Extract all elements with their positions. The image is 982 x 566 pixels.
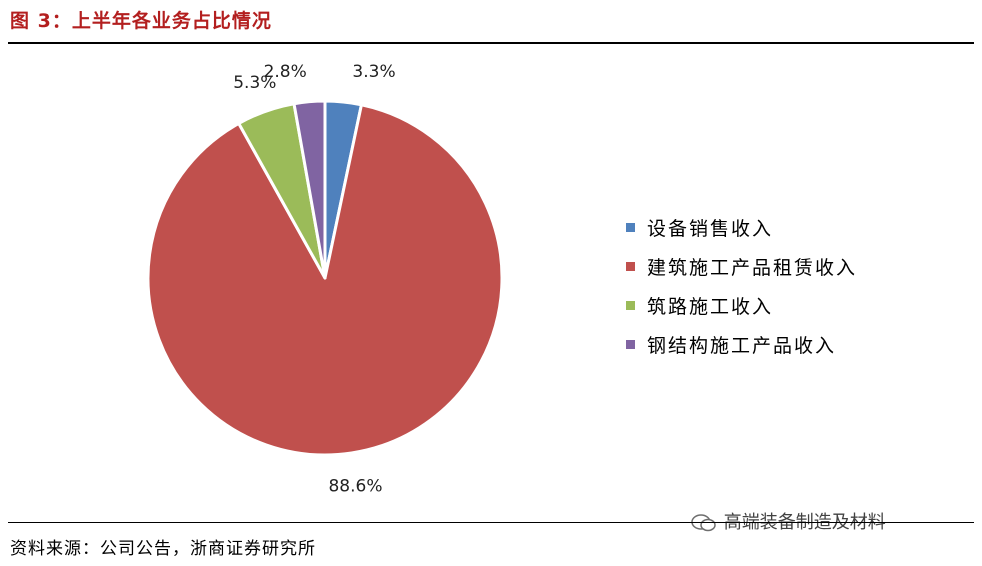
legend-swatch xyxy=(626,340,635,349)
pie-slice-4 xyxy=(292,99,327,280)
legend-item: 钢结构施工产品收入 xyxy=(626,325,857,364)
pie-slices xyxy=(146,99,504,457)
legend-swatch xyxy=(626,301,635,310)
pie-data-labels: 3.3% 88.6% 5.3%2.8% xyxy=(233,62,395,497)
watermark: 高端装备制造及材料 xyxy=(690,508,886,534)
chart-legend: 设备销售收入 建筑施工产品租赁收入 筑路施工收入 钢结构施工产品收入 xyxy=(626,208,857,364)
pie-data-label: 3.3% xyxy=(352,62,395,82)
wechat-icon xyxy=(690,513,718,533)
legend-swatch xyxy=(626,223,635,232)
pie-data-label: 2.8% xyxy=(264,62,307,82)
page-title: 图 3：上半年各业务占比情况 xyxy=(10,10,272,32)
pie-data-label: 5.3% xyxy=(233,73,276,93)
legend-item: 设备销售收入 xyxy=(626,208,857,247)
legend-label: 筑路施工收入 xyxy=(647,296,774,318)
legend-label: 建筑施工产品租赁收入 xyxy=(647,257,858,279)
legend-swatch xyxy=(626,262,635,271)
pie-data-label: 88.6% xyxy=(328,477,382,497)
legend-label: 钢结构施工产品收入 xyxy=(647,335,837,357)
pie-slice-2 xyxy=(146,103,504,457)
legend-item: 建筑施工产品租赁收入 xyxy=(626,247,857,286)
bottom-divider xyxy=(8,522,974,523)
legend-label: 设备销售收入 xyxy=(647,218,774,240)
legend-item: 筑路施工收入 xyxy=(626,286,857,325)
source-note: 资料来源：公司公告，浙商证券研究所 xyxy=(10,539,316,559)
top-divider xyxy=(8,42,974,44)
